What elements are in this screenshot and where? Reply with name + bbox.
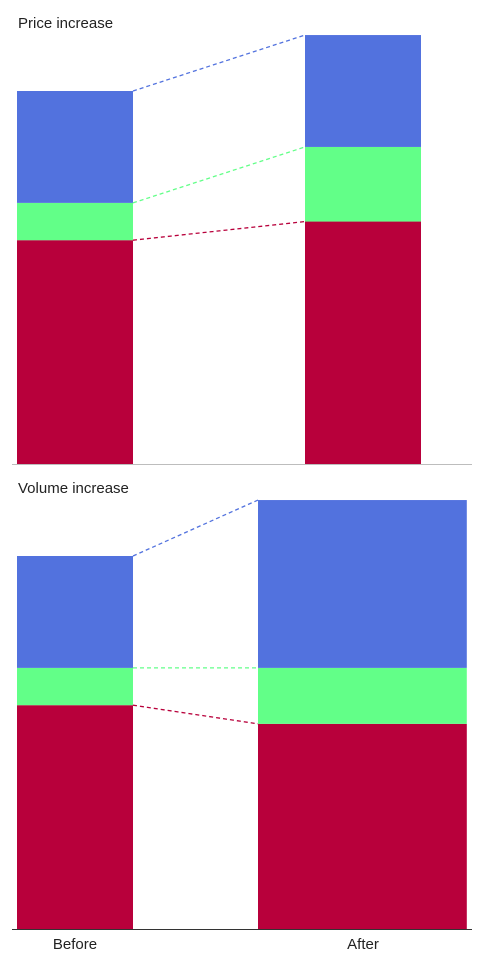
bar-segment-volume-increase-before-red bbox=[17, 705, 133, 929]
bar-segment-price-increase-before-blue bbox=[17, 91, 133, 203]
bar-segment-volume-increase-after-green bbox=[258, 667, 467, 724]
connector-line-red bbox=[132, 220, 306, 241]
panel-title-volume: Volume increase bbox=[18, 480, 129, 497]
connector-line-blue bbox=[132, 34, 306, 92]
bar-segment-volume-increase-after-red bbox=[258, 723, 467, 929]
connector-line-red bbox=[132, 704, 259, 725]
bar-segment-volume-increase-after-blue bbox=[258, 500, 467, 668]
bar-segment-price-increase-after-red bbox=[305, 221, 421, 464]
panel-title-price: Price increase bbox=[18, 15, 113, 32]
bar-segment-price-increase-after-green bbox=[305, 146, 421, 222]
bar-segment-volume-increase-before-green bbox=[17, 667, 133, 706]
bar-segment-price-increase-before-red bbox=[17, 240, 133, 464]
connector-line-green bbox=[132, 146, 306, 204]
x-tick-label-before: Before bbox=[53, 936, 97, 953]
bar-segment-price-increase-before-green bbox=[17, 202, 133, 241]
x-tick-label-after: After bbox=[347, 936, 379, 953]
bar-segment-price-increase-after-blue bbox=[305, 35, 421, 147]
bar-segment-volume-increase-before-blue bbox=[17, 556, 133, 668]
connector-line-blue bbox=[132, 499, 259, 557]
